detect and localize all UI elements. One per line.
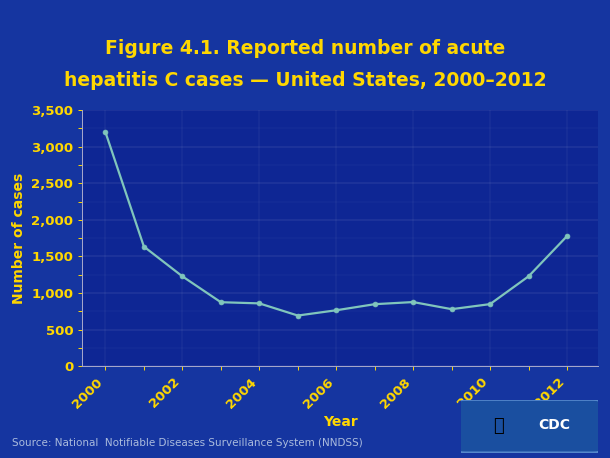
- Text: 🦅: 🦅: [493, 417, 504, 435]
- FancyBboxPatch shape: [458, 400, 600, 453]
- Text: Source: National  Notifiable Diseases Surveillance System (NNDSS): Source: National Notifiable Diseases Sur…: [12, 438, 363, 448]
- Text: CDC: CDC: [538, 418, 570, 432]
- X-axis label: Year: Year: [323, 415, 357, 429]
- Text: Figure 4.1. Reported number of acute: Figure 4.1. Reported number of acute: [105, 38, 505, 58]
- Text: hepatitis C cases — United States, 2000–2012: hepatitis C cases — United States, 2000–…: [63, 71, 547, 90]
- Y-axis label: Number of cases: Number of cases: [12, 173, 26, 304]
